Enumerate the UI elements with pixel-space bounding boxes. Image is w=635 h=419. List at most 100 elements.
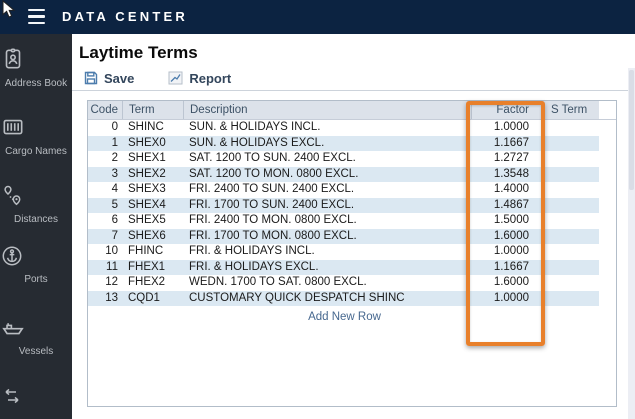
- table-row[interactable]: 5 SHEX4 FRI. 1700 TO SUN. 2400 EXCL. 1.4…: [88, 197, 616, 213]
- column-header-term[interactable]: Term: [122, 101, 183, 119]
- header-gutter: [599, 101, 616, 119]
- cell-code: 3: [88, 166, 122, 182]
- table-row[interactable]: 13 CQD1 CUSTOMARY QUICK DESPATCH SHINC 1…: [88, 290, 616, 306]
- cell-s-term: [542, 290, 599, 306]
- cell-factor: 1.0000: [493, 121, 529, 133]
- cell-code: 6: [111, 214, 118, 226]
- table-row[interactable]: 0 SHINC SUN. & HOLIDAYS INCL. 1.0000: [88, 120, 616, 136]
- table-row[interactable]: 6 SHEX5 FRI. 2400 TO MON. 0800 EXCL. 1.5…: [88, 213, 616, 229]
- add-new-row-link[interactable]: Add New Row: [308, 311, 381, 323]
- report-button-label: Report: [189, 70, 232, 86]
- cell-code: 10: [105, 245, 118, 257]
- cell-s-term: [542, 228, 599, 244]
- cell-term: SHINC: [128, 121, 164, 133]
- sidebar-item-address-book[interactable]: Address Book: [0, 46, 72, 89]
- column-header-description[interactable]: Description: [183, 101, 471, 119]
- cell-s-term: [542, 120, 599, 136]
- cell-description: CUSTOMARY QUICK DESPATCH SHINC: [183, 290, 471, 306]
- cell-factor: 1.1667: [471, 259, 542, 275]
- sidebar-item-ports[interactable]: Ports: [0, 244, 72, 285]
- table-header-row: Code Term Description Factor S Term: [88, 101, 616, 120]
- cell-term: SHEX2: [122, 166, 183, 182]
- cell-code: 2: [111, 152, 118, 164]
- row-gutter: [599, 182, 616, 198]
- cell-term: FHEX1: [122, 259, 183, 275]
- double-arrow-icon: [0, 388, 72, 406]
- table-row[interactable]: 1 SHEX0 SUN. & HOLIDAYS EXCL. 1.1667: [88, 135, 616, 151]
- table-row[interactable]: 11 FHEX1 FRI. & HOLIDAYS EXCL. 1.1667: [88, 259, 616, 275]
- sidebar-item-vessels[interactable]: Vessels: [0, 314, 72, 357]
- page-scrollbar[interactable]: [628, 68, 635, 419]
- cell-term: SHEX6: [122, 228, 183, 244]
- cell-factor: 1.0000: [493, 245, 529, 257]
- sidebar-nav: Address Book Cargo Names Distances: [0, 34, 72, 419]
- sidebar-item-label: Vessels: [18, 346, 54, 357]
- cell-s-term: [542, 151, 599, 167]
- cell-factor: 1.3548: [471, 166, 542, 182]
- row-gutter: [599, 228, 616, 244]
- cell-factor: 1.4000: [493, 183, 529, 195]
- table-row[interactable]: 12 FHEX2 WEDN. 1700 TO SAT. 0800 EXCL. 1…: [88, 275, 616, 291]
- sidebar-item-label: Cargo Names: [5, 146, 67, 157]
- hamburger-menu-icon[interactable]: [28, 9, 45, 24]
- save-icon: [84, 71, 98, 85]
- sidebar-item-label: Address Book: [4, 78, 68, 89]
- cell-term: SHEX4: [122, 197, 183, 213]
- cell-term: SHEX0: [122, 135, 183, 151]
- table-row[interactable]: 7 SHEX6 FRI. 1700 TO MON. 0800 EXCL. 1.6…: [88, 228, 616, 244]
- scrollbar-thumb[interactable]: [629, 70, 634, 190]
- cell-code: 0: [111, 121, 118, 133]
- cell-s-term: [542, 197, 599, 213]
- cell-s-term: [542, 259, 599, 275]
- cell-term: FHINC: [128, 245, 164, 257]
- table-body: 0 SHINC SUN. & HOLIDAYS INCL. 1.0000 1 S…: [88, 120, 616, 306]
- report-chart-icon: [168, 71, 183, 85]
- table-row[interactable]: 3 SHEX2 SAT. 1200 TO MON. 0800 EXCL. 1.3…: [88, 166, 616, 182]
- table-row[interactable]: 2 SHEX1 SAT. 1200 TO SUN. 2400 EXCL. 1.2…: [88, 151, 616, 167]
- sidebar-item-cargo-names[interactable]: Cargo Names: [0, 114, 72, 157]
- ship-icon: [0, 314, 72, 340]
- cell-s-term: [542, 213, 599, 229]
- sidebar-item-distances[interactable]: Distances: [0, 184, 72, 225]
- save-button[interactable]: Save: [84, 71, 134, 86]
- column-header-code[interactable]: Code: [88, 101, 122, 119]
- laytime-terms-table: Code Term Description Factor S Term 0 SH…: [87, 100, 617, 407]
- cell-factor: 1.2727: [493, 152, 529, 164]
- row-gutter: [599, 197, 616, 213]
- cargo-container-icon: [0, 114, 72, 140]
- sidebar-item-label: Distances: [14, 214, 58, 225]
- row-gutter: [599, 275, 616, 291]
- cell-s-term: [542, 275, 599, 291]
- cell-code: 11: [88, 259, 122, 275]
- cell-description: FRI. 1700 TO MON. 0800 EXCL.: [183, 228, 471, 244]
- cell-term: SHEX5: [128, 214, 166, 226]
- anchor-icon: [0, 244, 72, 268]
- row-gutter: [599, 166, 616, 182]
- row-gutter: [599, 290, 616, 306]
- column-header-s-term[interactable]: S Term: [542, 101, 599, 119]
- cell-term: CQD1: [122, 290, 183, 306]
- cell-s-term: [542, 135, 599, 151]
- cell-term: SHEX3: [128, 183, 166, 195]
- cell-description: WEDN. 1700 TO SAT. 0800 EXCL.: [189, 276, 367, 288]
- row-gutter: [599, 259, 616, 275]
- cell-code: 13: [88, 290, 122, 306]
- table-row[interactable]: 10 FHINC FRI. & HOLIDAYS INCL. 1.0000: [88, 244, 616, 260]
- cell-factor: 1.0000: [471, 290, 542, 306]
- column-header-factor[interactable]: Factor: [471, 101, 542, 119]
- cell-s-term: [542, 166, 599, 182]
- cell-s-term: [542, 182, 599, 198]
- cell-factor: 1.6000: [471, 228, 542, 244]
- sidebar-collapse-button[interactable]: [0, 388, 72, 406]
- row-gutter: [599, 213, 616, 229]
- table-row[interactable]: 4 SHEX3 FRI. 2400 TO SUN. 2400 EXCL. 1.4…: [88, 182, 616, 198]
- map-pins-icon: [0, 184, 72, 208]
- cell-description: SAT. 1200 TO SUN. 2400 EXCL.: [189, 152, 356, 164]
- cell-term: SHEX1: [128, 152, 166, 164]
- mouse-cursor-icon: [1, 0, 17, 18]
- cell-description: FRI. 1700 TO SUN. 2400 EXCL.: [183, 197, 471, 213]
- row-gutter: [599, 120, 616, 136]
- report-button[interactable]: Report: [168, 71, 231, 86]
- cell-description: SAT. 1200 TO MON. 0800 EXCL.: [183, 166, 471, 182]
- cell-factor: 1.4867: [471, 197, 542, 213]
